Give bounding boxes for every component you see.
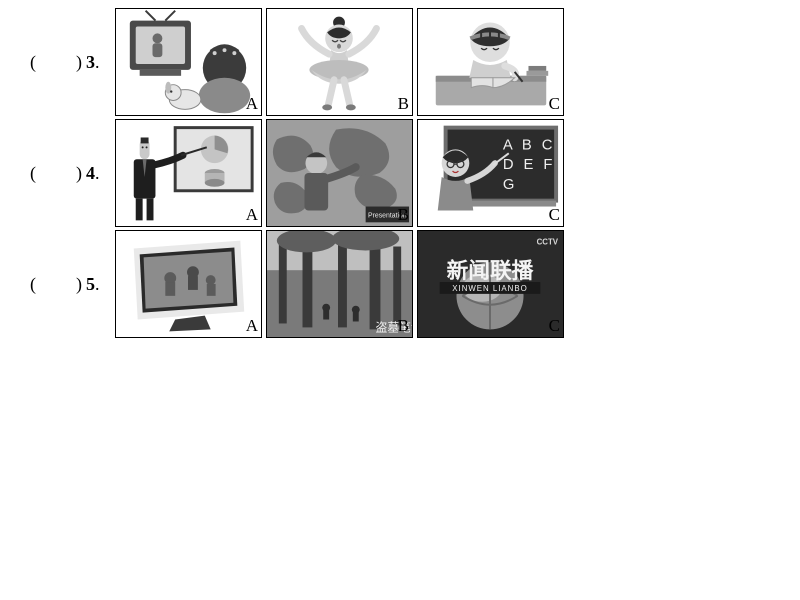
dot: . [95, 274, 100, 295]
option-letter: A [246, 316, 258, 336]
option-letter: C [549, 316, 560, 336]
board-line-2: D E F [503, 157, 556, 173]
teacher-blackboard-icon: A B C D E F G [418, 119, 563, 227]
option-letter: B [398, 205, 409, 225]
dot: . [95, 52, 100, 73]
option-cell-5b: 盗墓笔记 B [266, 230, 413, 338]
question-label-4: ( ) 4 . [30, 163, 115, 184]
cctv-logo-text: CCTV [537, 238, 559, 247]
option-cell-4a: A [115, 119, 262, 227]
option-cell-3a: A [115, 8, 262, 116]
option-cell-4b: Presentation B [266, 119, 413, 227]
man-world-map-icon: Presentation [267, 119, 412, 227]
question-row-5: ( ) 5 . A [30, 230, 800, 338]
paren-open: ( [30, 52, 36, 73]
options-row: A Pre [115, 119, 568, 227]
option-cell-4c: A B C D E F G [417, 119, 564, 227]
girl-writing-icon [418, 8, 563, 116]
question-number: 4 [86, 163, 95, 184]
presenter-piechart-icon [116, 119, 261, 227]
options-row: A [115, 8, 568, 116]
question-row-3: ( ) 3 . [30, 8, 800, 116]
option-letter: C [549, 94, 560, 114]
question-label-5: ( ) 5 . [30, 274, 115, 295]
paren-open: ( [30, 163, 36, 184]
dot: . [95, 163, 100, 184]
option-letter: B [398, 316, 409, 336]
options-row: A [115, 230, 568, 338]
paren-close: ) [76, 163, 82, 184]
paren-close: ) [76, 274, 82, 295]
xinwenlianbo-icon: CCTV 新闻联播 XINWEN LIANBO [418, 230, 563, 338]
option-letter: B [398, 94, 409, 114]
option-cell-5c: CCTV 新闻联播 XINWEN LIANBO C [417, 230, 564, 338]
movie-forest-icon: 盗墓笔记 [267, 230, 412, 338]
option-cell-3c: C [417, 8, 564, 116]
option-cell-3b: B [266, 8, 413, 116]
board-line-1: A B C [503, 137, 556, 153]
ballerina-icon [267, 8, 412, 116]
pinyin-text: XINWEN LIANBO [452, 284, 527, 293]
paren-close: ) [76, 52, 82, 73]
option-letter: A [246, 205, 258, 225]
question-number: 5 [86, 274, 95, 295]
worksheet-wrap: ( ) 3 . [0, 0, 800, 338]
girl-dog-tv-icon [116, 8, 261, 116]
tv-sports-icon [116, 230, 261, 338]
question-row-4: ( ) 4 . [30, 119, 800, 227]
paren-open: ( [30, 274, 36, 295]
question-number: 3 [86, 52, 95, 73]
title-cn: 新闻联播 [447, 258, 534, 283]
option-cell-5a: A [115, 230, 262, 338]
option-letter: A [246, 94, 258, 114]
option-letter: C [549, 205, 560, 225]
question-label-3: ( ) 3 . [30, 52, 115, 73]
board-line-3: G [503, 177, 517, 193]
